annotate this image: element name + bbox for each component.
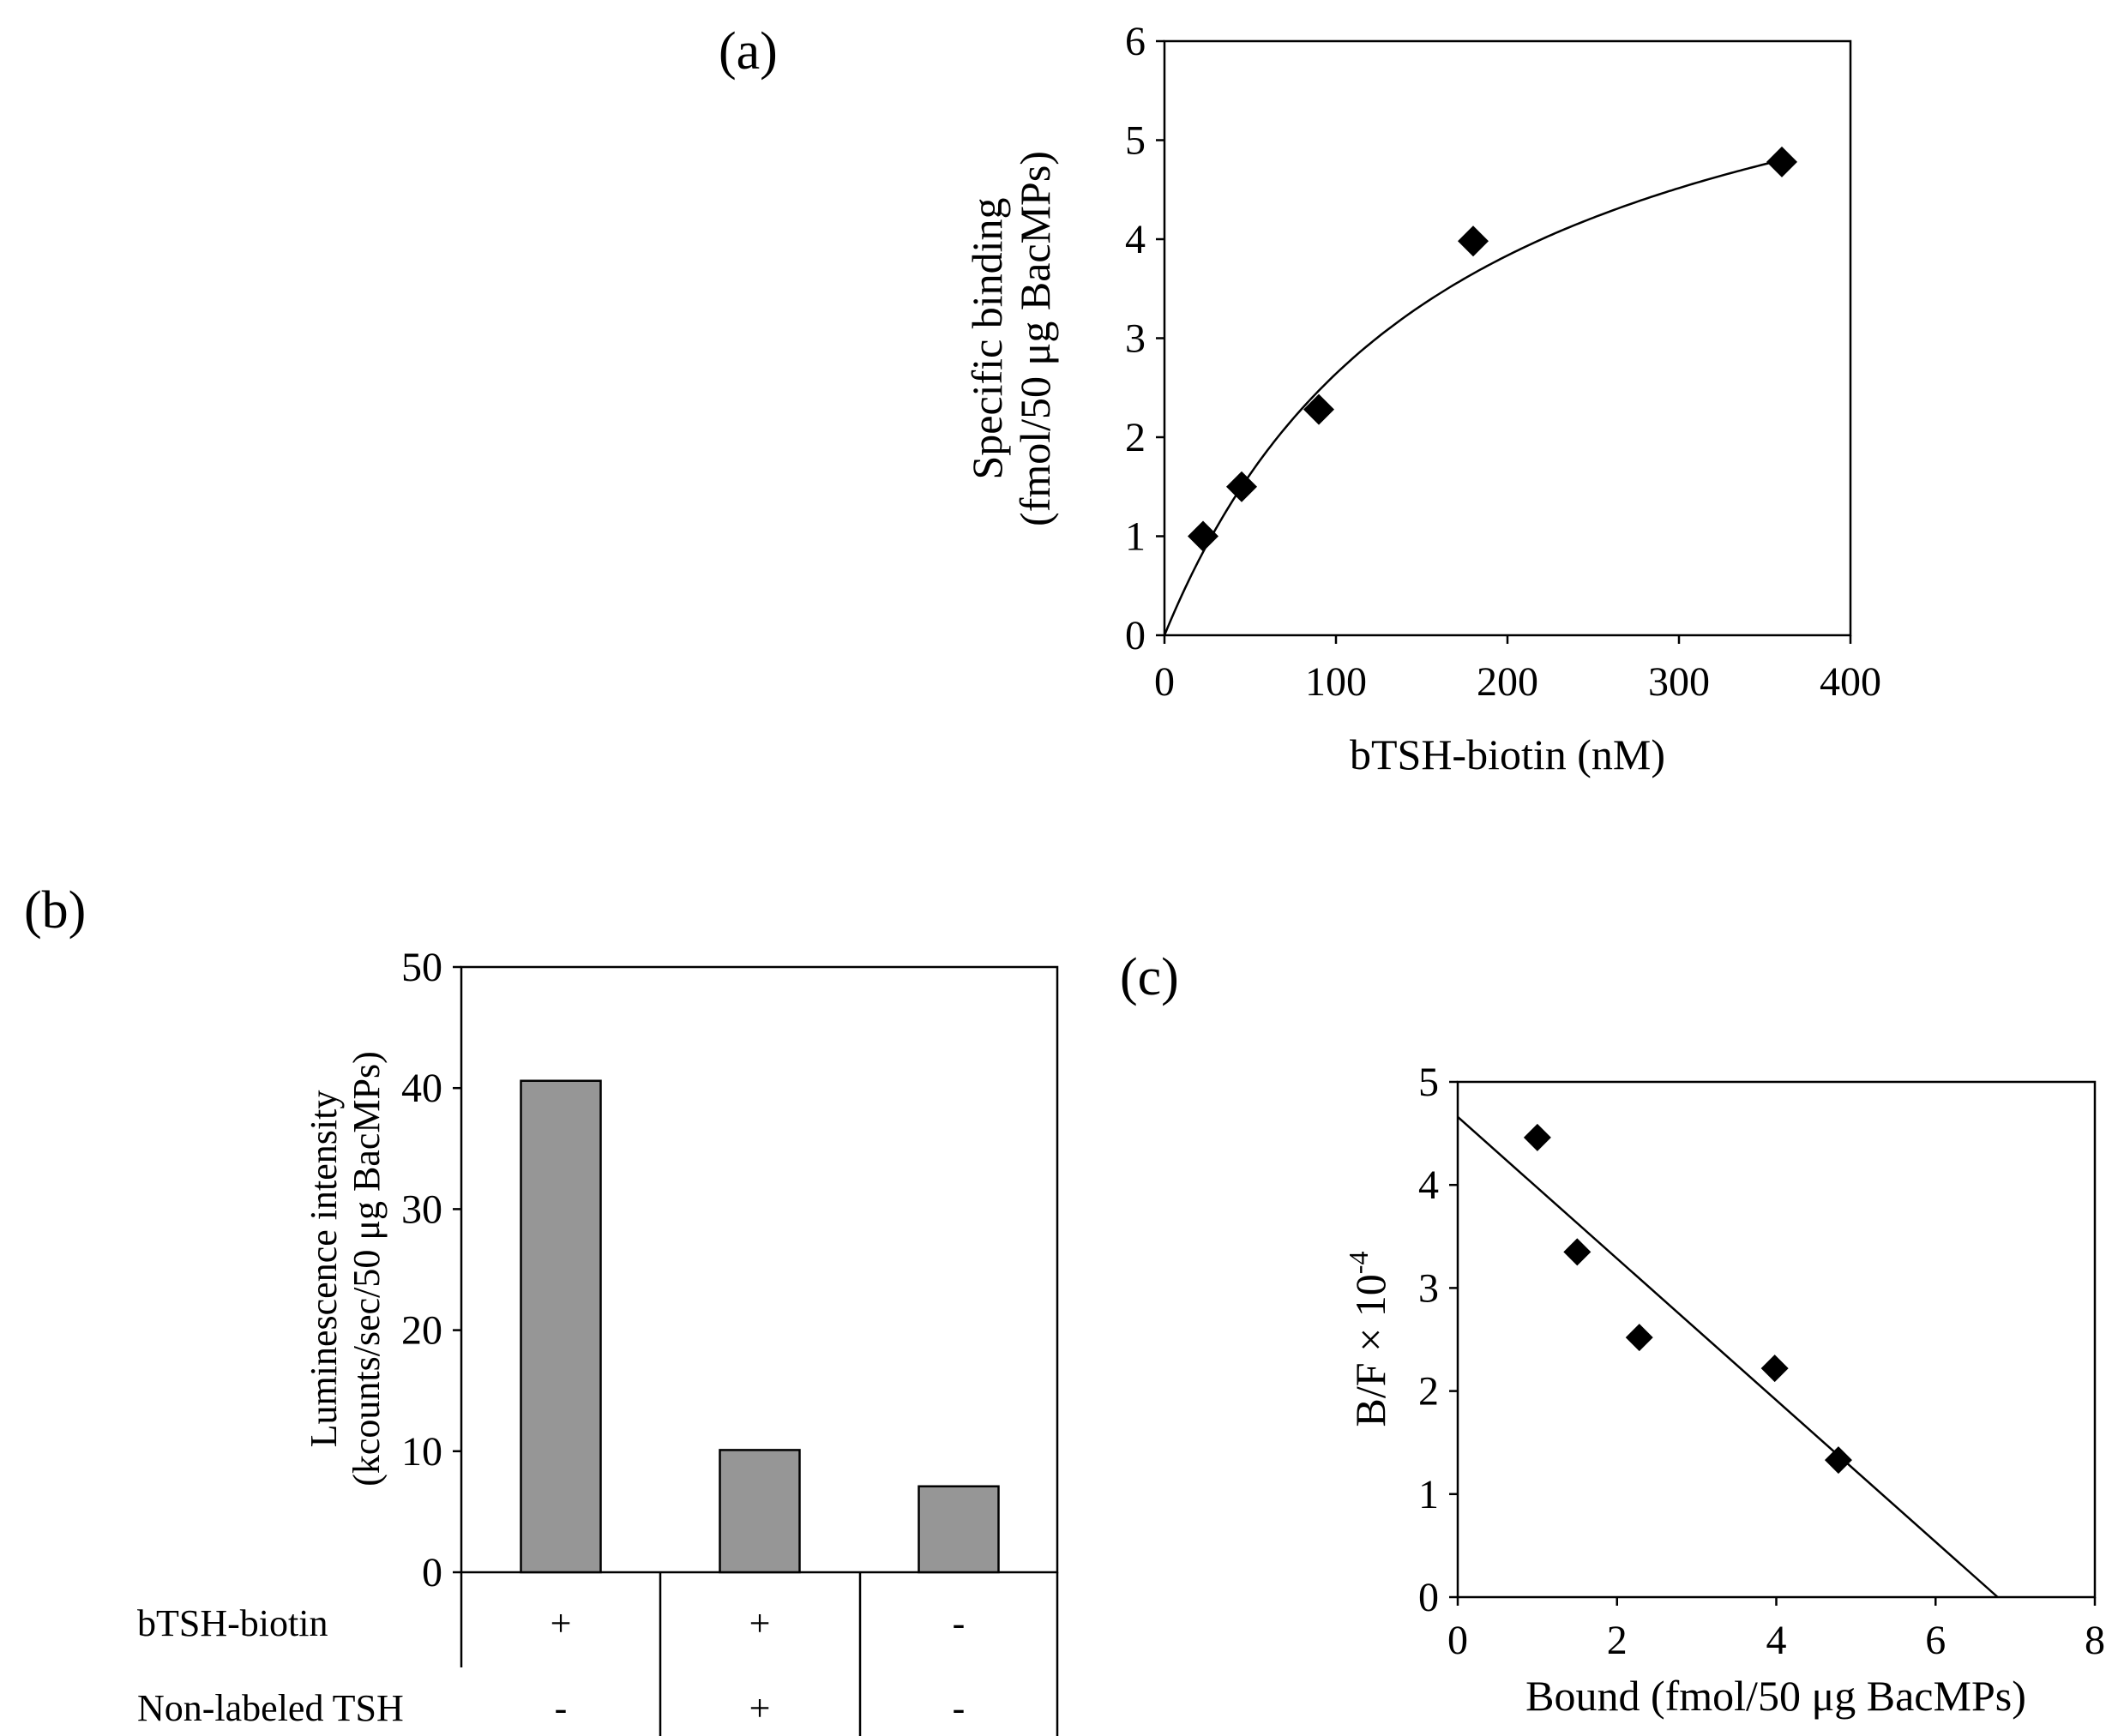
- y-ticks-c: 0 1 2 3 4 5: [1418, 1060, 1458, 1620]
- chart-c: 0 1 2 3 4 5 0 2 4 6 8 Bound (fmol/50 μg BacMPs) B…: [1343, 1060, 2105, 1720]
- data-point: [1760, 1355, 1789, 1383]
- y-tick-label: 0: [1125, 613, 1146, 658]
- condition-sign: +: [749, 1687, 771, 1729]
- y-tick-label: 3: [1125, 316, 1146, 362]
- y-tick-label: 1: [1125, 514, 1146, 560]
- condition-sign: -: [555, 1687, 568, 1729]
- x-tick-label: 100: [1305, 659, 1367, 705]
- x-axis-title-a: bTSH-biotin (nM): [1350, 730, 1665, 778]
- y-ticks-b: 0 10 20 30 40 50: [401, 945, 461, 1595]
- y-tick-label: 0: [1418, 1575, 1439, 1620]
- data-point: [1303, 393, 1334, 425]
- y-tick-label: 2: [1125, 415, 1146, 460]
- y-tick-label: 40: [401, 1066, 442, 1111]
- y-axis-title-c-exponent: -4: [1343, 1252, 1374, 1275]
- x-axis-title-c: Bound (fmol/50 μg BacMPs): [1525, 1672, 2026, 1720]
- x-ticks-c: 0 2 4 6 8: [1447, 1597, 2105, 1663]
- y-tick-label: 3: [1418, 1265, 1439, 1311]
- x-ticks-a: 0 100 200 300 400: [1154, 635, 1881, 705]
- x-tick-label: 300: [1648, 659, 1710, 705]
- data-point: [1563, 1238, 1592, 1266]
- panel-label-b: (b): [24, 881, 86, 940]
- condition-sign: +: [551, 1602, 572, 1644]
- y-tick-label: 6: [1125, 19, 1146, 64]
- y-axis-title-c-base: B/F × 10: [1346, 1274, 1394, 1427]
- x-tick-label: 0: [1154, 659, 1175, 705]
- data-points-a: [1188, 146, 1797, 552]
- x-tick-label: 200: [1477, 659, 1538, 705]
- y-tick-label: 5: [1125, 118, 1146, 164]
- y-tick-label: 50: [401, 945, 442, 990]
- y-ticks-a: 0 1 2 3 4 5 6: [1125, 19, 1164, 658]
- y-axis-title-b-line2: (kcounts/sec/50 μg BacMPs): [346, 1051, 388, 1487]
- condition-sign: -: [953, 1687, 966, 1729]
- data-point: [1766, 146, 1797, 177]
- data-points-c: [1523, 1123, 1852, 1475]
- data-point: [1188, 520, 1218, 552]
- fit-curve-a: [1163, 159, 1783, 636]
- y-tick-label: 2: [1418, 1369, 1439, 1415]
- y-tick-label: 4: [1125, 217, 1146, 262]
- bar: [719, 1449, 801, 1574]
- panel-label-a: (a): [719, 22, 778, 81]
- data-point: [1226, 471, 1257, 502]
- plot-frame-a: [1163, 39, 1852, 637]
- x-tick-label: 8: [2085, 1618, 2105, 1663]
- x-tick-label: 4: [1766, 1618, 1787, 1663]
- data-point: [1625, 1324, 1653, 1352]
- condition-table: bTSH-biotin Non-labeled TSH + + - - + -: [137, 1572, 1059, 1736]
- y-tick-label: 20: [401, 1308, 442, 1354]
- x-tick-label: 0: [1447, 1618, 1468, 1663]
- row-label-btsh-biotin: bTSH-biotin: [137, 1602, 328, 1644]
- y-tick-label: 30: [401, 1186, 442, 1232]
- data-point: [1523, 1123, 1551, 1151]
- y-tick-label: 5: [1418, 1060, 1439, 1105]
- chart-a: 0 1 2 3 4 5 6 0 100 200 300 400 bTSH-biotin (nM) S…: [963, 19, 1881, 778]
- y-tick-label: 1: [1418, 1472, 1439, 1517]
- x-tick-label: 6: [1925, 1618, 1946, 1663]
- y-tick-label: 4: [1418, 1162, 1439, 1208]
- y-axis-title-b-line1: Luminescence intensity: [303, 1090, 345, 1448]
- x-tick-label: 400: [1820, 659, 1881, 705]
- condition-signs: + + - - + -: [551, 1602, 966, 1729]
- fit-line-c: [1457, 1115, 1999, 1598]
- data-point: [1458, 225, 1489, 257]
- condition-sign: +: [749, 1602, 771, 1644]
- y-axis-title-a-line2: (fmol/50 μg BacMPs): [1011, 151, 1059, 526]
- bar: [918, 1485, 1000, 1574]
- x-tick-label: 2: [1607, 1618, 1628, 1663]
- row-label-non-labeled-tsh: Non-labeled TSH: [137, 1687, 404, 1729]
- chart-b: 0 10 20 30 40 50 bTSH-biotin Non-labeled TSH …: [137, 945, 1059, 1736]
- bar: [520, 1079, 602, 1574]
- panel-label-c: (c): [1120, 948, 1179, 1006]
- plot-frame-c: [1456, 1080, 2097, 1599]
- condition-sign: -: [953, 1602, 966, 1644]
- y-tick-label: 10: [401, 1429, 442, 1475]
- y-axis-title-c: B/F × 10-4: [1343, 1252, 1394, 1427]
- bars-b: [520, 1079, 1000, 1574]
- y-tick-label: 0: [422, 1550, 442, 1595]
- data-point: [1824, 1446, 1852, 1475]
- y-axis-title-a-line1: Specific binding: [963, 197, 1011, 479]
